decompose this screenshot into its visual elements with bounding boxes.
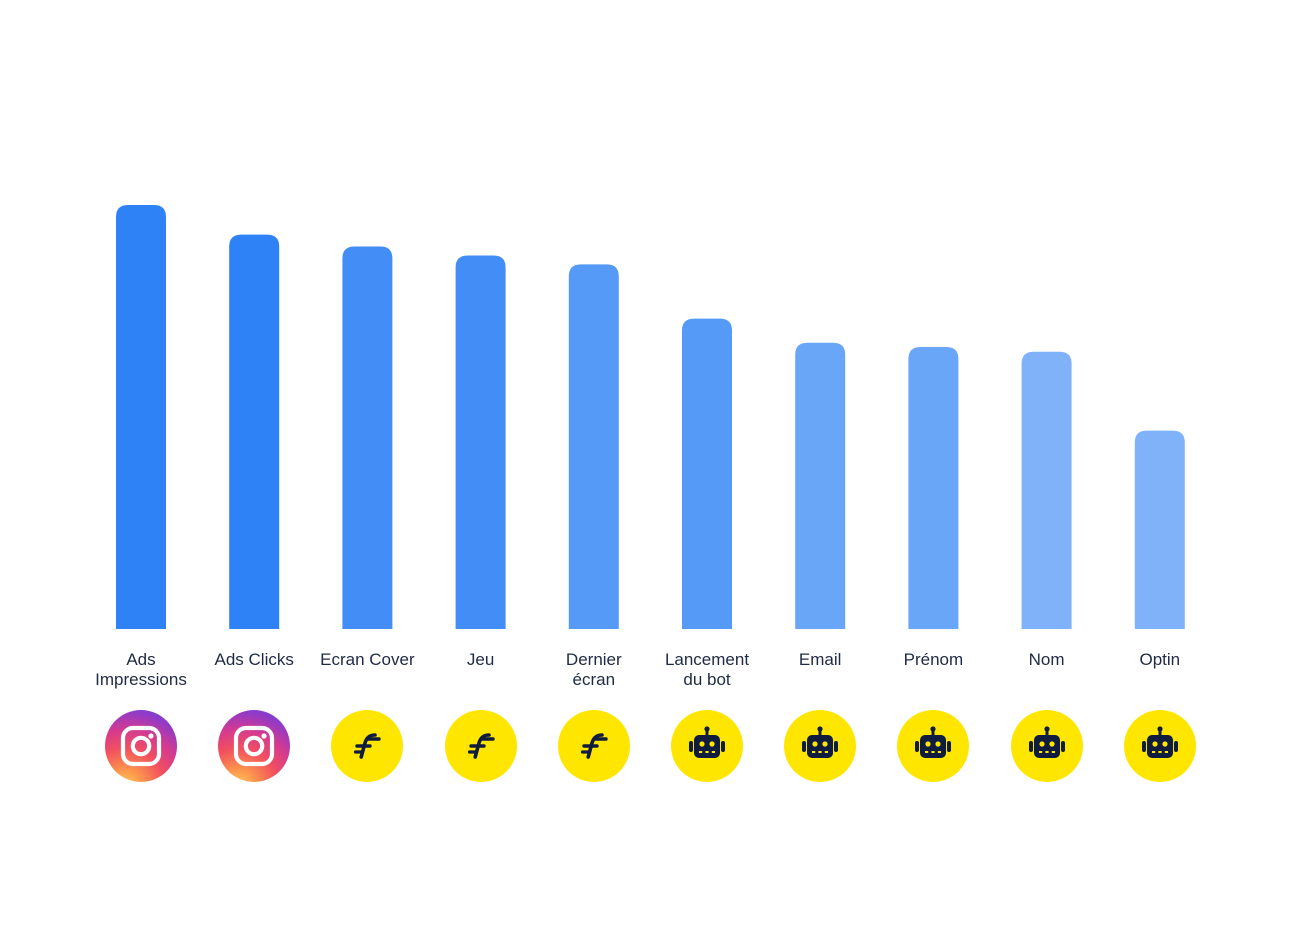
- robot-icon: [1123, 710, 1196, 782]
- bar-1: [229, 234, 280, 629]
- category-label-5: Lancement du bot: [664, 650, 750, 689]
- category-label-1: Ads Clicks: [214, 650, 294, 669]
- bar-7: [908, 347, 959, 629]
- robot-icon: [784, 710, 857, 782]
- robot-icon: [671, 710, 743, 782]
- instagram-icon: [105, 710, 177, 782]
- category-label-7: Prénom: [903, 650, 964, 669]
- robot-icon: [897, 710, 970, 782]
- robot-icon: [1010, 710, 1083, 782]
- bar-8: [1021, 351, 1072, 629]
- category-label-0: Ads Impressions: [95, 650, 187, 689]
- bar-5: [682, 318, 732, 629]
- bar-4: [568, 264, 619, 629]
- bar-9: [1134, 430, 1185, 629]
- instagram-icon: [218, 710, 291, 782]
- funnel-logo-icon: [444, 710, 517, 782]
- category-label-3: Jeu: [466, 650, 495, 669]
- category-label-9: Optin: [1139, 650, 1181, 669]
- bar-3: [455, 255, 506, 629]
- funnel-logo-icon: [331, 710, 404, 782]
- funnel-logo-icon: [557, 710, 630, 782]
- category-label-2: Ecran Cover: [320, 650, 415, 669]
- category-label-6: Email: [798, 650, 842, 669]
- category-label-4: Dernier écran: [565, 650, 622, 689]
- bar-6: [795, 342, 846, 629]
- category-label-8: Nom: [1028, 650, 1065, 669]
- bar-2: [342, 246, 393, 629]
- bar-0: [116, 205, 166, 629]
